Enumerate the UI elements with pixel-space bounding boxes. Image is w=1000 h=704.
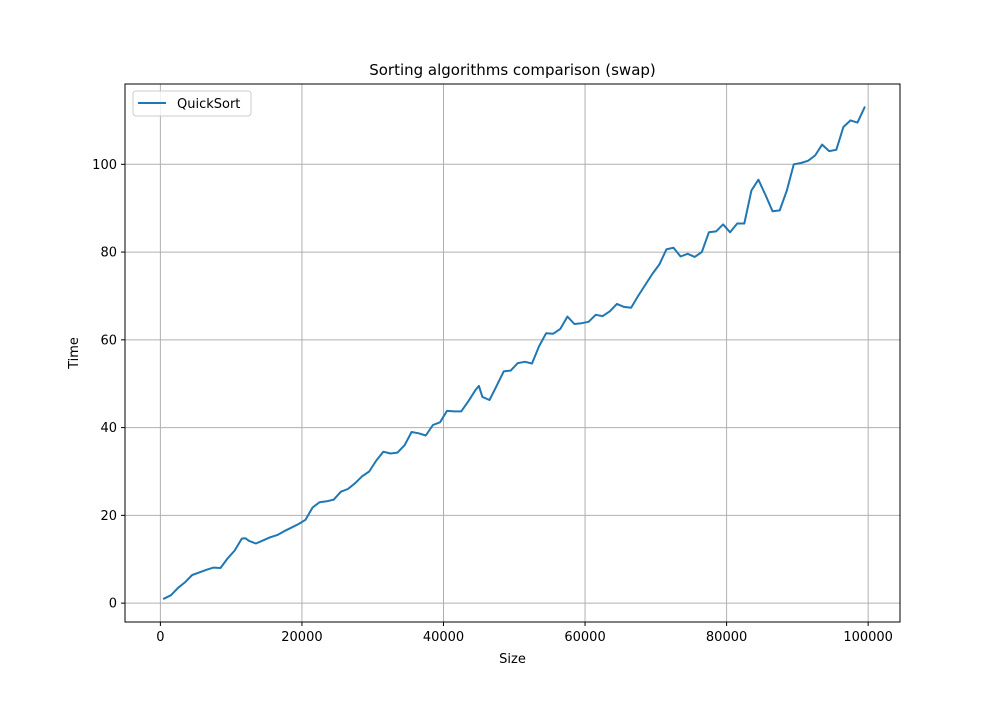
- x-tick-label: 40000: [423, 630, 464, 645]
- y-tick-label: 20: [100, 509, 117, 524]
- y-tick-label: 60: [100, 333, 117, 348]
- x-tick-label: 100000: [843, 630, 893, 645]
- plot-area-frame: [124, 83, 901, 623]
- series-line-quicksort: [162, 106, 866, 600]
- y-tick-label: 100: [92, 158, 117, 173]
- y-tick-label: 80: [100, 246, 117, 261]
- legend-label: QuickSort: [177, 97, 240, 112]
- y-tick-label: 0: [109, 597, 117, 612]
- grid-layer: [125, 84, 900, 622]
- series-layer: [162, 106, 866, 600]
- x-tick-label: 0: [156, 630, 164, 645]
- y-tick-label: 40: [100, 421, 117, 436]
- x-tick-label: 20000: [281, 630, 322, 645]
- x-axis-label: Size: [499, 652, 526, 667]
- y-axis-label: Time: [67, 337, 82, 370]
- chart-title: Sorting algorithms comparison (swap): [369, 61, 656, 79]
- legend: QuickSort: [132, 90, 252, 117]
- legend-box: [132, 90, 252, 117]
- tick-layer: 0 20000 40000 60000 80000 100000 0 20 40 60 80 100: [92, 158, 893, 645]
- x-tick-label: 60000: [564, 630, 605, 645]
- x-tick-label: 80000: [706, 630, 747, 645]
